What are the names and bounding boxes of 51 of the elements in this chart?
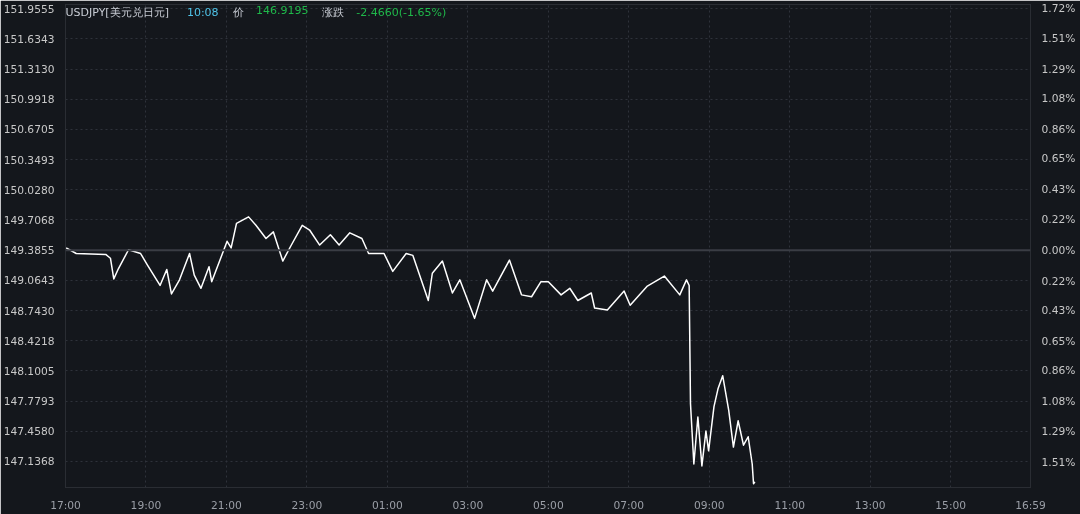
x-tick-label: 21:00 xyxy=(211,498,243,512)
y2-tick-label: 1.08% xyxy=(1041,395,1076,409)
x-tick-label: 16:59 xyxy=(1015,498,1047,512)
annotation: 146.9195 xyxy=(255,3,309,17)
y-tick-label: 148.4218 xyxy=(3,334,55,348)
y2-tick-label: 0.43% xyxy=(1041,183,1076,197)
x-tick-label: 07:00 xyxy=(613,498,645,512)
x-tick-label: 11:00 xyxy=(774,498,806,512)
y2-tick-label: 1.08% xyxy=(1041,92,1076,106)
x-tick-label: 15:00 xyxy=(935,498,967,512)
y-tick-label: 150.3493 xyxy=(3,153,55,167)
y2-tick-label: 1.51% xyxy=(1041,455,1076,469)
annotation: 10:08 xyxy=(186,5,219,19)
annotation: 价 xyxy=(231,5,244,19)
chart-title: USDJPY[美元兑日元] xyxy=(65,5,169,19)
y2-tick-label: 0.65% xyxy=(1041,152,1076,166)
y2-tick-label: 0.00% xyxy=(1041,243,1076,257)
y2-tick-label: 0.22% xyxy=(1041,212,1076,226)
x-tick-label: 17:00 xyxy=(50,498,82,512)
y-tick-label: 151.9555 xyxy=(3,2,55,16)
y-tick-label: 151.6343 xyxy=(3,32,55,46)
y2-tick-label: 1.29% xyxy=(1041,424,1076,438)
annotation: -2.4660(-1.65%) xyxy=(356,5,447,19)
y-tick-label: 149.3855 xyxy=(3,244,55,258)
y2-tick-label: 1.72% xyxy=(1041,2,1076,16)
x-tick-label: 19:00 xyxy=(130,498,162,512)
y-tick-label: 148.7430 xyxy=(3,304,55,318)
y2-tick-label: 0.43% xyxy=(1041,304,1076,318)
y2-tick-label: 1.29% xyxy=(1041,62,1076,76)
y-tick-label: 150.9918 xyxy=(3,93,55,107)
y2-tick-label: 0.22% xyxy=(1041,274,1076,288)
y2-tick-label: 0.65% xyxy=(1041,334,1076,348)
y-tick-label: 147.1368 xyxy=(3,455,55,469)
y-tick-label: 147.4580 xyxy=(3,425,55,439)
y-tick-label: 148.1005 xyxy=(3,364,55,378)
annotation: 涨跌 xyxy=(322,5,345,19)
x-tick-label: 01:00 xyxy=(372,498,403,512)
y-tick-label: 149.0643 xyxy=(3,274,55,288)
x-tick-label: 23:00 xyxy=(291,498,323,512)
x-tick-label: 09:00 xyxy=(693,498,725,512)
y-tick-label: 150.6705 xyxy=(3,123,55,137)
y2-tick-label: 0.86% xyxy=(1041,122,1076,136)
x-tick-label: 03:00 xyxy=(452,498,484,512)
y-tick-label: 151.3130 xyxy=(3,63,55,77)
y2-tick-label: 1.51% xyxy=(1041,31,1076,45)
x-tick-label: 05:00 xyxy=(532,498,564,512)
x-tick-label: 13:00 xyxy=(854,498,886,512)
y2-tick-label: 0.86% xyxy=(1041,364,1076,378)
y-tick-label: 149.7068 xyxy=(3,213,55,227)
y-tick-label: 147.7793 xyxy=(3,395,55,409)
y-tick-label: 150.0280 xyxy=(3,183,55,197)
